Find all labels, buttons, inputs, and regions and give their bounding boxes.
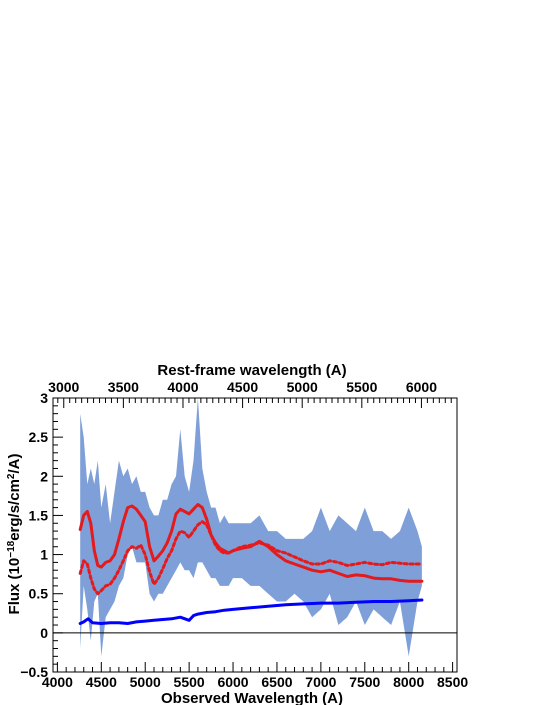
- top-tick-label: 6000: [406, 379, 437, 395]
- top-tick-label: 3500: [108, 379, 139, 395]
- y-tick-label: 2: [40, 468, 48, 484]
- top-axis-label: Rest-frame wavelength (A): [157, 362, 346, 379]
- y-axis-label-part: Flux (10: [6, 558, 23, 615]
- x-tick-label: 4000: [42, 674, 73, 690]
- x-tick-label: 4500: [86, 674, 117, 690]
- top-tick-label: 3000: [48, 379, 79, 395]
- x-tick-label: 7000: [305, 674, 336, 690]
- series-line-2: [78, 520, 424, 596]
- y-tick-label: 1.5: [29, 507, 49, 523]
- series-line-3: [78, 598, 424, 625]
- y-tick-label: 2.5: [29, 429, 49, 445]
- x-tick-label: 6500: [261, 674, 292, 690]
- y-tick-label: 0: [40, 625, 48, 641]
- flux-uncertainty-band: [80, 398, 422, 657]
- uncertainty-band-area: [80, 398, 422, 657]
- top-tick-label: 4000: [167, 379, 198, 395]
- x-tick-label: 5500: [174, 674, 205, 690]
- x-tick-label: 6000: [217, 674, 248, 690]
- y-tick-label: 0.5: [29, 586, 49, 602]
- x-tick-label: 8500: [437, 674, 468, 690]
- y-tick-label: 1: [40, 547, 48, 563]
- y-axis-label-exponent: −18: [6, 540, 17, 557]
- y-tick-label: 3: [40, 390, 48, 406]
- top-tick-label: 5000: [287, 379, 318, 395]
- top-tick-label: 4500: [227, 379, 258, 395]
- x-tick-label: 8000: [393, 674, 424, 690]
- x-tick-label: 5000: [130, 674, 161, 690]
- x-tick-label: 7500: [349, 674, 380, 690]
- series-layer: [78, 503, 424, 625]
- x-axis-label: Observed Wavelength (A): [161, 690, 343, 705]
- top-axis: 3000 3500 4000 4500 5000 5500 6000: [48, 379, 452, 408]
- y-axis-label: Flux (10−18erg/s/cm2/A): [6, 454, 24, 615]
- top-tick-label: 5500: [346, 379, 377, 395]
- y-axis-label-exponent: 2: [6, 473, 17, 479]
- bottom-axis: 4000 4500 5000 5500 6000 6500 7000 7500 8000 8500: [42, 662, 468, 690]
- y-axis-label-part: /A): [6, 454, 23, 474]
- series-line-1: [78, 503, 424, 583]
- left-axis: −0.5 0 0.5 1 1.5 2 2.5 3: [20, 390, 63, 680]
- y-tick-label: −0.5: [20, 664, 48, 680]
- y-axis-label-part: erg/s/cm: [6, 479, 23, 541]
